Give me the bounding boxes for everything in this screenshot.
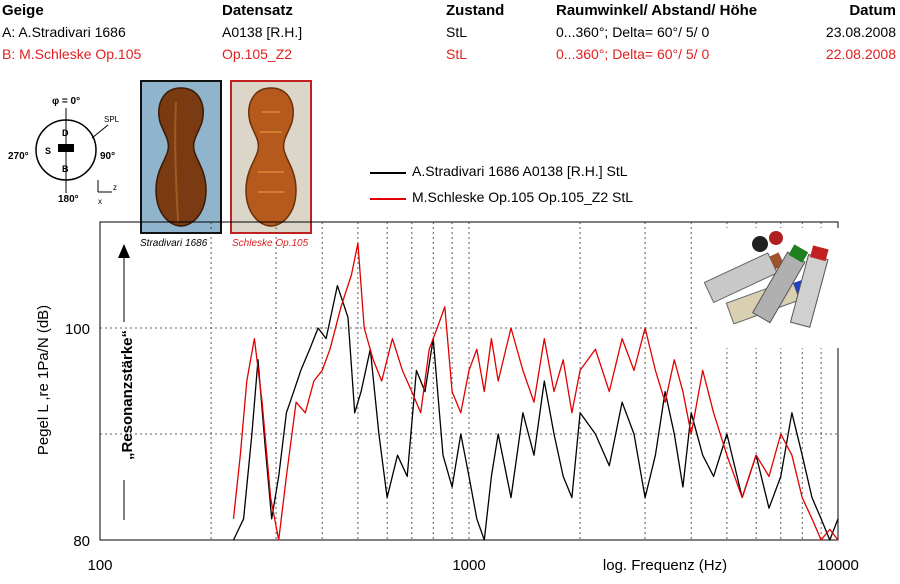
col-header-datensatz: Datensatz [222,2,293,19]
axis-x-label: x [98,197,102,206]
resonance-arrow-head [118,244,130,258]
row-b-datensatz: Op.105_Z2 [222,46,293,62]
y-tick-label: 80 [73,533,90,550]
violin-symbol [58,144,74,152]
col-header-zustand: Zustand [446,2,505,19]
row-b-raumwinkel: 0...360°; Delta= 60°/ 5/ 0 [556,46,710,62]
caption-stradivari: Stradivari 1686 [140,238,208,249]
series-line-a [232,284,839,541]
axis-z-label: z [113,183,117,192]
polar-label-s: S [45,146,51,156]
series [232,242,839,541]
row-a-datensatz: A0138 [R.H.] [222,24,303,40]
polar-label-90: 90° [100,151,115,162]
row-a-raumwinkel: 0...360°; Delta= 60°/ 5/ 0 [556,24,710,40]
col-header-geige: Geige [2,2,44,19]
col-header-raumwinkel: Raumwinkel/ Abstand/ Höhe [556,2,758,19]
x-tick-label: 10000 [817,557,859,574]
legend-swatch-b [370,198,406,200]
row-a-geige: A: A.Stradivari 1686 [2,24,126,40]
row-b-zustand: StL [446,46,468,62]
axes: 100 1000 10000 80 100 log. Frequenz (Hz) Pegel… [35,244,859,574]
spl-label: SPL [104,115,120,124]
polar-diagram: φ = 0° 270° 90° 180° D S B SPL z x [8,96,120,206]
caption-schleske: Schleske Op.105 [232,238,309,249]
spl-arrow [91,124,109,139]
x-tick-label: 100 [87,557,112,574]
photo-schleske [230,80,312,234]
col-header-datum: Datum [849,2,896,19]
legend-swatch-a [370,172,406,174]
row-b-geige: B: M.Schleske Op.105 [2,46,142,62]
x-axis-label: log. Frequenz (Hz) [603,557,727,574]
polar-circle [35,119,97,181]
x-tick-label: 1000 [452,557,485,574]
polar-label-d: D [62,128,69,138]
legend-label-b: M.Schleske Op.105 Op.105_Z2 StL [412,189,634,205]
polar-label-270: 270° [8,151,29,162]
row-a-zustand: StL [446,24,468,40]
y-tick-label: 100 [65,321,90,338]
series-line-b [232,242,839,541]
resonance-annotation: „Resonanzstärke“ [119,330,136,460]
paint-tubes-image [700,228,840,348]
photo-stradivari [140,80,222,234]
polar-label-180: 180° [58,194,79,205]
row-a-datum: 23.08.2008 [825,24,896,40]
row-b-datum: 22.08.2008 [825,46,896,62]
polar-label-b: B [62,164,69,174]
legend-label-a: A.Stradivari 1686 A0138 [R.H.] StL [412,163,628,179]
y-axis-label: Pegel L ,re 1Pa/N (dB) [35,305,52,455]
polar-label-0: φ = 0° [52,96,80,107]
